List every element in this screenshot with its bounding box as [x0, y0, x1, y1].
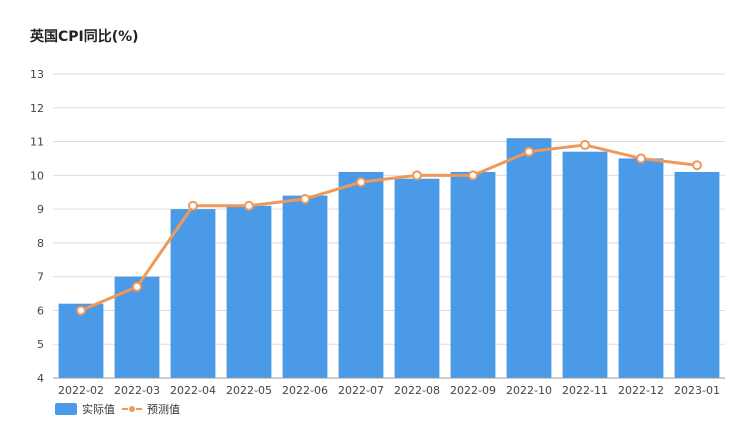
y-tick-label: 13 [30, 68, 44, 81]
forecast-point-2022-12 [636, 153, 646, 164]
forecast-point-2022-05 [244, 200, 254, 211]
x-tick-label: 2022-10 [506, 384, 552, 397]
bar-2023-01 [674, 171, 720, 378]
y-tick-label: 6 [37, 304, 44, 317]
forecast-point-2022-11 [580, 139, 590, 150]
y-tick-label: 7 [37, 271, 44, 284]
y-tick-label: 11 [30, 136, 44, 149]
x-tick-label: 2022-03 [114, 384, 160, 397]
x-tick-label: 2022-07 [338, 384, 384, 397]
bar-2022-02 [58, 303, 104, 378]
legend-bar-swatch [55, 403, 77, 415]
bar-2022-11 [562, 151, 608, 378]
y-tick-label: 8 [37, 237, 44, 250]
x-tick-label: 2023-01 [674, 384, 720, 397]
y-tick-label: 5 [37, 338, 44, 351]
y-axis-ticks: 4 5 6 7 8 9 10 11 12 13 [30, 68, 44, 385]
bar-2022-09 [450, 171, 496, 378]
x-tick-label: 2022-11 [562, 384, 608, 397]
forecast-point-2022-09 [468, 170, 478, 181]
forecast-point-2022-03 [132, 281, 142, 292]
forecast-point-2022-02 [76, 305, 86, 316]
forecast-point-2022-06 [300, 193, 310, 204]
bar-2022-04 [170, 209, 216, 378]
legend-line-marker [128, 405, 136, 413]
x-tick-label: 2022-09 [450, 384, 496, 397]
bar-2022-05 [226, 205, 272, 378]
y-tick-label: 10 [30, 169, 44, 182]
line-series [76, 139, 702, 316]
legend: 实际值 预测值 [55, 402, 180, 416]
x-tick-label: 2022-05 [226, 384, 272, 397]
bar-2022-07 [338, 171, 384, 378]
chart-title: 英国CPI同比(%) [30, 29, 139, 45]
x-tick-label: 2022-02 [58, 384, 104, 397]
y-tick-label: 4 [37, 372, 44, 385]
x-tick-label: 2022-04 [170, 384, 216, 397]
legend-label-actual: 实际值 [82, 402, 115, 416]
bar-2022-10 [506, 138, 552, 378]
forecast-line [79, 143, 699, 312]
forecast-point-2022-10 [524, 146, 534, 157]
x-tick-label: 2022-08 [394, 384, 440, 397]
forecast-point-2023-01 [692, 160, 702, 171]
x-tick-label: 2022-06 [282, 384, 328, 397]
y-tick-label: 12 [30, 102, 44, 115]
grid-lines [53, 73, 725, 345]
forecast-point-2022-08 [412, 170, 422, 181]
y-tick-label: 9 [37, 203, 44, 216]
forecast-point-2022-04 [188, 200, 198, 211]
bar-2022-06 [282, 195, 328, 378]
x-axis-ticks: 2022-02 2022-03 2022-04 2022-05 2022-06 2022-… [58, 384, 720, 397]
bar-2022-12 [618, 158, 664, 378]
bar-2022-08 [394, 178, 440, 378]
x-tick-label: 2022-12 [618, 384, 664, 397]
legend-label-forecast: 预测值 [147, 403, 180, 416]
forecast-point-2022-07 [356, 177, 366, 188]
